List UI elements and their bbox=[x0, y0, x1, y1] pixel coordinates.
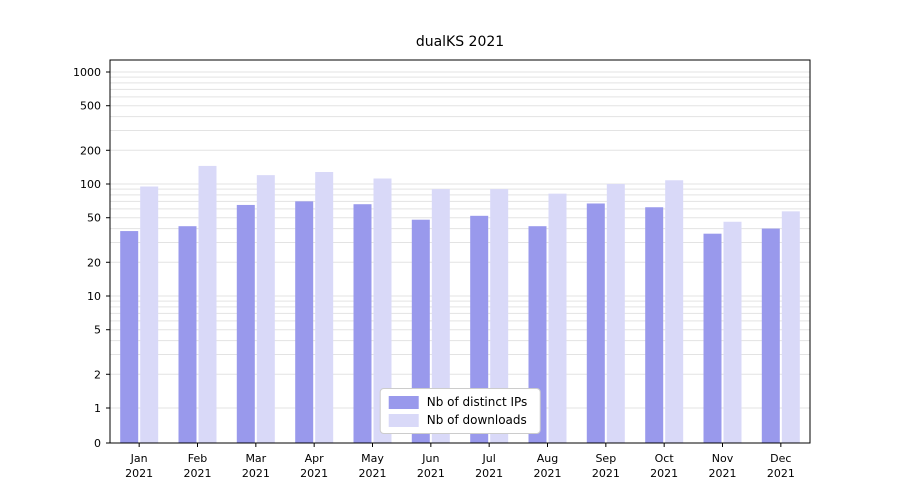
bar bbox=[490, 189, 509, 443]
legend-label-ips: Nb of distinct IPs bbox=[426, 395, 528, 409]
y-tick-label: 100 bbox=[80, 178, 101, 191]
legend-swatch-downloads bbox=[388, 413, 419, 427]
x-tick-label: Aug bbox=[537, 452, 558, 465]
x-tick-label: Dec bbox=[770, 452, 791, 465]
bar bbox=[140, 186, 159, 444]
x-tick-year: 2021 bbox=[125, 467, 153, 480]
x-tick-label: Apr bbox=[305, 452, 325, 465]
x-tick-year: 2021 bbox=[592, 467, 620, 480]
y-tick-label: 200 bbox=[80, 144, 101, 157]
bar bbox=[761, 228, 780, 443]
x-tick-year: 2021 bbox=[650, 467, 678, 480]
x-tick-label: Mar bbox=[245, 452, 266, 465]
plot-border bbox=[109, 59, 811, 444]
bar bbox=[373, 178, 392, 444]
x-tick-year: 2021 bbox=[534, 467, 562, 480]
legend-label-downloads: Nb of downloads bbox=[426, 413, 527, 427]
x-tick-year: 2021 bbox=[184, 467, 212, 480]
bar bbox=[645, 207, 664, 443]
x-tick-label: Sep bbox=[595, 452, 616, 465]
bar bbox=[411, 219, 430, 443]
x-tick-label: Jun bbox=[421, 452, 439, 465]
bar bbox=[295, 201, 314, 443]
x-tick-label: Feb bbox=[188, 452, 207, 465]
y-tick-label: 1000 bbox=[73, 66, 101, 79]
x-tick-year: 2021 bbox=[417, 467, 445, 480]
x-tick-year: 2021 bbox=[242, 467, 270, 480]
y-tick-label: 1 bbox=[94, 402, 101, 415]
y-tick-label: 500 bbox=[80, 100, 101, 113]
bar bbox=[470, 215, 489, 443]
x-tick-year: 2021 bbox=[475, 467, 503, 480]
x-tick-label: Jan bbox=[130, 452, 148, 465]
bar bbox=[256, 175, 275, 443]
x-tick-year: 2021 bbox=[300, 467, 328, 480]
x-tick-label: May bbox=[361, 452, 384, 465]
x-tick-label: Oct bbox=[655, 452, 675, 465]
legend-item-downloads: Nb of downloads bbox=[388, 413, 528, 427]
bar bbox=[431, 189, 450, 443]
bar bbox=[665, 180, 684, 443]
x-tick-year: 2021 bbox=[709, 467, 737, 480]
legend-swatch-ips bbox=[388, 395, 419, 409]
x-tick-label: Nov bbox=[712, 452, 734, 465]
bar bbox=[781, 211, 800, 443]
legend-item-ips: Nb of distinct IPs bbox=[388, 395, 528, 409]
bar bbox=[120, 231, 139, 443]
y-tick-label: 0 bbox=[94, 437, 101, 450]
y-tick-label: 50 bbox=[87, 212, 101, 225]
bar bbox=[723, 221, 742, 443]
x-tick-label: Jul bbox=[482, 452, 496, 465]
bar bbox=[198, 165, 217, 443]
y-tick-label: 2 bbox=[94, 368, 101, 381]
bar bbox=[606, 184, 625, 443]
bar bbox=[353, 204, 372, 443]
y-tick-label: 10 bbox=[87, 290, 101, 303]
bar bbox=[586, 203, 605, 443]
y-tick-label: 20 bbox=[87, 256, 101, 269]
x-tick-year: 2021 bbox=[767, 467, 795, 480]
x-tick-year: 2021 bbox=[359, 467, 387, 480]
bar bbox=[236, 204, 255, 443]
bar bbox=[315, 171, 334, 444]
bar bbox=[178, 226, 197, 443]
bar bbox=[703, 233, 722, 443]
y-tick-label: 5 bbox=[94, 324, 101, 337]
chart-title: dualKS 2021 bbox=[415, 34, 505, 50]
bar bbox=[548, 193, 567, 443]
legend: Nb of distinct IPs Nb of downloads bbox=[379, 388, 541, 434]
